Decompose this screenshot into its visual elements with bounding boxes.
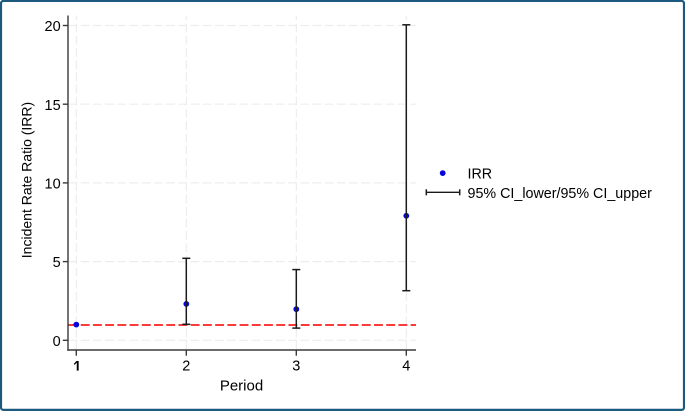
svg-text:IRR: IRR <box>468 167 493 183</box>
svg-text:4: 4 <box>402 359 410 375</box>
svg-text:3: 3 <box>292 359 300 375</box>
svg-text:5: 5 <box>53 255 61 271</box>
svg-text:0: 0 <box>53 334 61 350</box>
svg-text:Incident Rate Ratio (IRR): Incident Rate Ratio (IRR) <box>19 102 35 258</box>
svg-text:10: 10 <box>45 177 61 193</box>
svg-text:95% CI_lower/95% CI_upper: 95% CI_lower/95% CI_upper <box>468 186 653 202</box>
svg-text:15: 15 <box>45 98 61 114</box>
svg-text:Period: Period <box>220 378 263 395</box>
svg-text:2: 2 <box>182 359 190 375</box>
svg-text:20: 20 <box>45 19 61 35</box>
